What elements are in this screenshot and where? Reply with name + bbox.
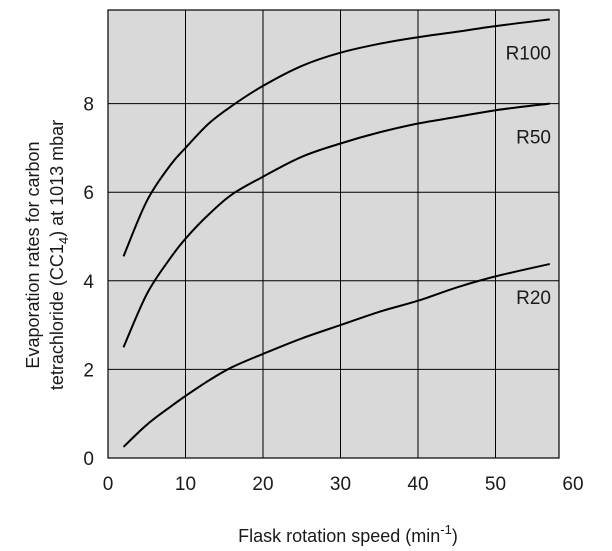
- series-label-r50: R50: [516, 128, 551, 149]
- x-tick-label: 40: [407, 474, 428, 495]
- y-tick-label: 4: [83, 272, 94, 293]
- grid-lines: [107, 9, 560, 459]
- y-tick-label: 6: [83, 183, 94, 204]
- series-labels: R100 R50 R20: [506, 43, 551, 309]
- x-tick-label: 30: [330, 474, 351, 495]
- y-tick-labels: 0 2 4 6 8: [83, 95, 94, 470]
- series-lines: [122, 18, 551, 448]
- y-tick-label: 0: [83, 449, 94, 470]
- x-tick-label: 0: [103, 474, 114, 495]
- plot-area: [108, 10, 559, 458]
- series-label-r100: R100: [506, 43, 551, 64]
- x-axis-title: Flask rotation speed (min-1): [238, 522, 458, 546]
- x-tick-label: 10: [175, 474, 196, 495]
- series-line-r100: [122, 18, 550, 257]
- y-tick-label: 2: [83, 360, 94, 381]
- y-axis-title-line1: Evaporation rates for carbon: [23, 141, 43, 368]
- plot-background: [108, 10, 559, 458]
- x-tick-label: 60: [562, 474, 583, 495]
- plot-frame: [107, 9, 560, 459]
- x-tick-labels: 0 10 20 30 40 50 60: [103, 474, 584, 495]
- y-axis-title: Evaporation rates for carbon tetrachlori…: [23, 120, 71, 390]
- series-line-r50: [122, 102, 550, 348]
- series-label-r20: R20: [516, 288, 551, 309]
- y-tick-label: 8: [83, 95, 94, 116]
- y-axis-title-line2: tetrachloride (CC14) at 1013 mbar: [47, 120, 71, 390]
- series-line-r20: [122, 263, 551, 448]
- x-tick-label: 20: [252, 474, 273, 495]
- x-tick-label: 50: [485, 474, 506, 495]
